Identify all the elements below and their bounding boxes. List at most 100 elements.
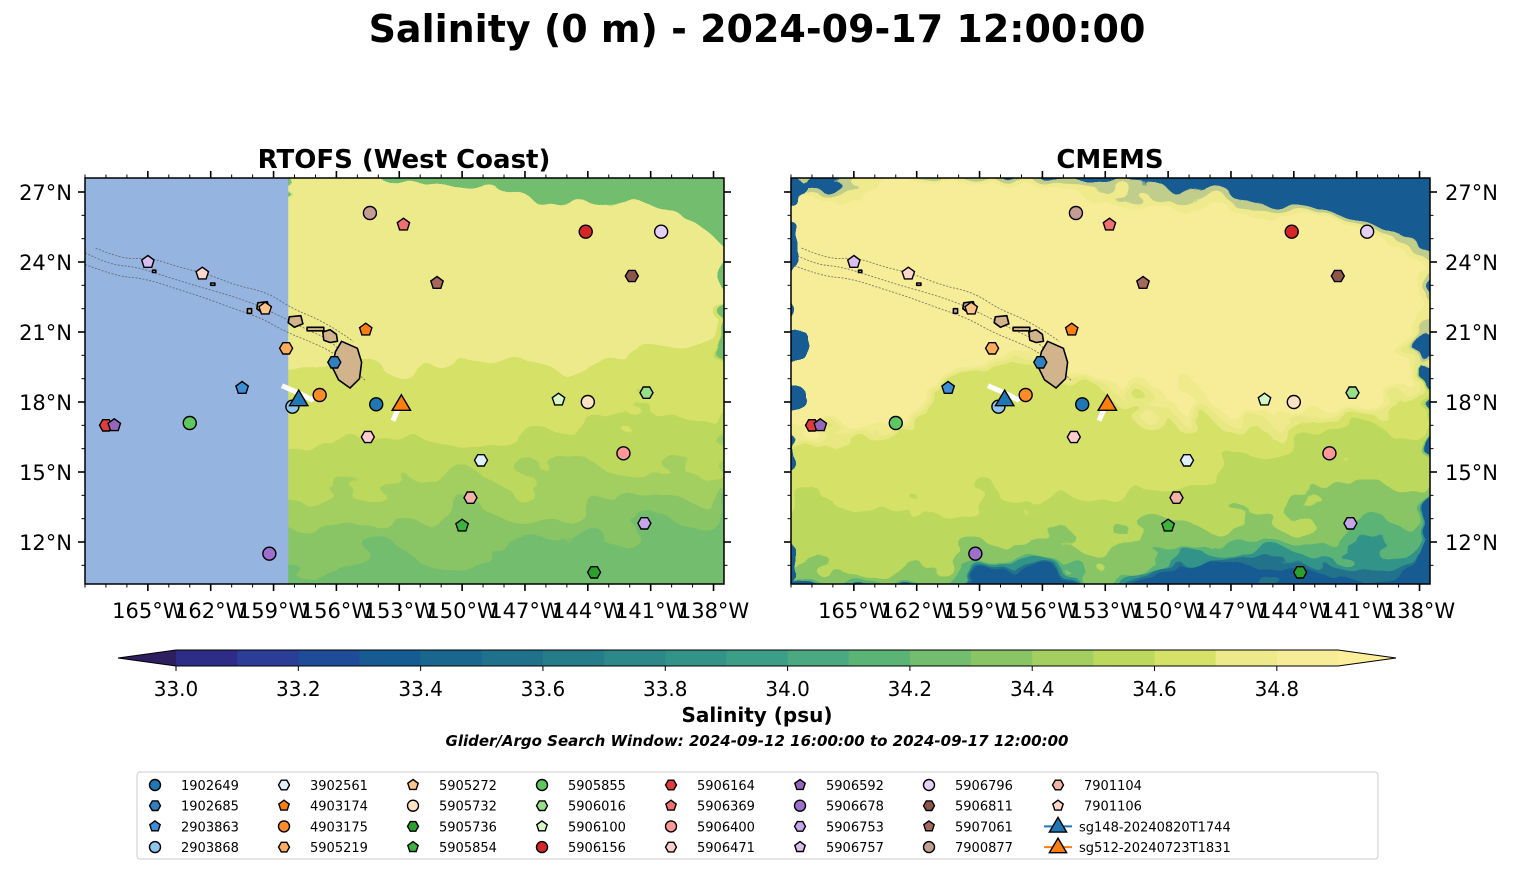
legend-marker <box>277 820 291 833</box>
colorbar-tick-label: 34.0 <box>765 677 810 701</box>
legend-item-2903863: 2903863 <box>148 820 239 835</box>
legend-label: 2903863 <box>181 820 239 835</box>
island <box>306 326 325 332</box>
marker-3902561 <box>1179 454 1195 467</box>
legend-item-5906164: 5906164 <box>664 779 755 794</box>
legend-marker <box>535 820 549 832</box>
legend-label: sg512-20240723T1831 <box>1079 841 1231 856</box>
colorbar-bin <box>665 650 728 666</box>
colorbar-tick-label: 34.6 <box>1132 677 1177 701</box>
marker-5906369 <box>396 217 411 231</box>
x-tick-label: 147°W <box>489 599 561 623</box>
island <box>209 282 216 287</box>
legend-item-5906592: 5906592 <box>793 778 884 794</box>
bathymetry-contour <box>85 263 367 382</box>
x-tick-label: 150°W <box>426 599 498 623</box>
x-tick-label: 159°W <box>944 599 1016 623</box>
x-tick-label: 156°W <box>301 599 373 623</box>
legend-marker <box>148 840 162 854</box>
legend-item-5905732: 5905732 <box>406 799 497 815</box>
legend-label: 5906757 <box>826 841 884 856</box>
legend-marker <box>277 779 291 791</box>
colorbar-bin <box>420 650 483 666</box>
y-tick-label: 15°N <box>1445 461 1498 485</box>
salinity-field-cmems <box>791 178 1430 584</box>
colorbar-bin <box>787 650 850 666</box>
legend-item-5905855: 5905855 <box>535 778 626 794</box>
colorbar: 33.0 33.2 33.4 33.6 33.8 34.0 34.2 34.4 34.6 34.8 <box>117 649 1397 701</box>
colorbar-tick-label: 33.6 <box>521 677 566 701</box>
legend-label: 5905219 <box>310 841 368 856</box>
x-tick-label: 144°W <box>552 599 624 623</box>
legend-marker <box>1048 816 1068 833</box>
legend-item-5906757: 5906757 <box>793 840 884 856</box>
legend-label: 7901106 <box>1084 800 1142 815</box>
colorbar-bin <box>359 650 422 666</box>
colorbar-tick-label: 33.2 <box>276 677 321 701</box>
y-tick-label: 18°N <box>19 391 72 415</box>
marker-5906369 <box>1102 217 1117 231</box>
colorbar-bin <box>481 650 544 666</box>
marker-5905732 <box>580 394 596 410</box>
legend-label: 5905855 <box>568 779 626 794</box>
marker-4903174 <box>1064 322 1079 336</box>
island <box>321 328 339 344</box>
legend-item-5906471: 5906471 <box>664 841 755 856</box>
y-tick-label: 15°N <box>19 461 72 485</box>
legend-label: 5906156 <box>568 841 626 856</box>
marker-5906757 <box>140 254 155 268</box>
y-tick-label: 24°N <box>19 251 72 275</box>
legend-marker <box>922 778 936 792</box>
legend-marker <box>1051 799 1065 811</box>
marker-7900877 <box>362 205 378 221</box>
island <box>857 269 863 274</box>
legend-label: 1902685 <box>181 800 239 815</box>
legend-item-5906400: 5906400 <box>664 820 755 835</box>
marker-5905855 <box>182 415 197 431</box>
legend-marker <box>148 778 162 792</box>
legend-label: 5906811 <box>955 800 1013 815</box>
colorbar-extend-low <box>118 650 176 666</box>
y-tick-label: 27°N <box>19 181 72 205</box>
colorbar-tick-label: 34.2 <box>888 677 933 701</box>
island <box>915 282 922 287</box>
legend-marker <box>277 799 291 811</box>
x-tick-label: 153°W <box>1070 599 1142 623</box>
marker-5905272 <box>258 301 273 315</box>
marker-5905732 <box>1286 394 1302 410</box>
colorbar-tick-label: 34.4 <box>1010 677 1055 701</box>
marker-5905855 <box>888 415 903 431</box>
marker-5906811 <box>1330 269 1346 283</box>
x-tick-label: 153°W <box>364 599 436 623</box>
legend-label: 7900877 <box>955 841 1013 856</box>
colorbar-extend-high <box>1338 650 1396 666</box>
marker-5906678 <box>968 546 983 561</box>
marker-5906471 <box>360 430 376 444</box>
x-tick-label: 150°W <box>1132 599 1204 623</box>
x-tick-label: 165°W <box>818 599 890 623</box>
marker-5905854 <box>1161 518 1176 532</box>
x-tick-label: 156°W <box>1007 599 1079 623</box>
legend-label: 5906100 <box>568 820 626 835</box>
marker-5906400 <box>616 446 631 461</box>
y-tick-label: 12°N <box>1445 531 1498 555</box>
marker-5906471 <box>1066 430 1082 444</box>
legend-marker <box>793 840 807 853</box>
legend-marker <box>535 840 549 854</box>
legend-label: 3902561 <box>310 779 368 794</box>
marker-5906592 <box>107 417 122 432</box>
colorbar-label: Salinity (psu) <box>681 703 832 727</box>
colorbar-bin <box>298 650 361 666</box>
panel-rtofs: RTOFS (West Coast) 165°W162°W159°W156°W1… <box>19 145 749 623</box>
legend-marker <box>535 778 549 792</box>
marker-3902561 <box>473 454 489 467</box>
legend-item-5906796: 5906796 <box>922 778 1013 794</box>
legend-label: 5905272 <box>439 779 497 794</box>
x-tick-label: 141°W <box>615 599 687 623</box>
x-tick-label: 141°W <box>1321 599 1393 623</box>
legend-label: 5906753 <box>826 820 884 835</box>
x-tick-label: 165°W <box>112 599 184 623</box>
legend-marker <box>1048 836 1068 854</box>
marker-sg148-20240820T1744 <box>994 388 1016 407</box>
colorbar-bin <box>1154 650 1217 666</box>
